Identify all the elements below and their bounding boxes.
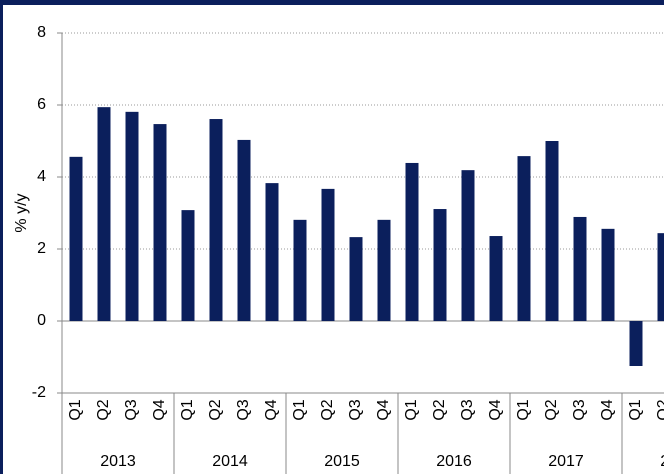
x-tick-label: Q3 [235,399,252,420]
x-tick-label: Q2 [655,399,664,420]
year-label: 2018 [660,453,664,470]
x-tick-label: Q4 [263,399,280,420]
x-tick-label: Q4 [151,399,168,420]
year-label: 2016 [436,453,472,470]
bar [629,321,643,366]
x-tick-label: Q2 [431,399,448,420]
y-tick-label: 8 [37,24,46,41]
bar [433,209,447,321]
bar [97,107,111,321]
y-tick-label: -2 [32,384,46,401]
y-tick-label: 6 [37,96,46,113]
bar [265,183,279,321]
x-tick-label: Q2 [95,399,112,420]
x-tick-label: Q1 [515,399,532,420]
x-tick-label: Q1 [403,399,420,420]
bar [461,170,475,321]
bar [69,156,83,321]
year-label: 2015 [324,453,360,470]
x-tick-label: Q3 [459,399,476,420]
x-tick-label: Q1 [179,399,196,420]
top-border [0,0,664,5]
x-tick-label: Q4 [599,399,616,420]
year-label: 2013 [100,453,136,470]
bar [377,219,391,321]
y-axis-label: % y/y [13,193,30,232]
bar [153,124,167,321]
bar [125,111,139,321]
y-tick-label: 4 [37,168,46,185]
x-tick-label: Q1 [67,399,84,420]
x-tick-label: Q4 [375,399,392,420]
bar [601,228,615,321]
bar [349,237,363,321]
y-tick-label: 2 [37,240,46,257]
bar [405,162,419,321]
bar [237,139,251,321]
bar [181,210,195,321]
x-tick-label: Q2 [207,399,224,420]
bar [209,119,223,321]
bar [657,233,664,321]
bar [489,236,503,321]
bar [293,219,307,321]
x-tick-label: Q2 [543,399,560,420]
year-label: 2017 [548,453,584,470]
bar [573,216,587,321]
y-tick-label: 0 [37,312,46,329]
x-tick-label: Q3 [347,399,364,420]
x-tick-label: Q1 [291,399,308,420]
x-tick-label: Q2 [319,399,336,420]
bar [321,188,335,321]
bar [545,141,559,321]
x-tick-label: Q3 [571,399,588,420]
x-tick-label: Q3 [123,399,140,420]
left-border [0,0,3,474]
year-label: 2014 [212,453,248,470]
x-tick-label: Q4 [487,399,504,420]
x-tick-label: Q1 [627,399,644,420]
bar [517,156,531,321]
